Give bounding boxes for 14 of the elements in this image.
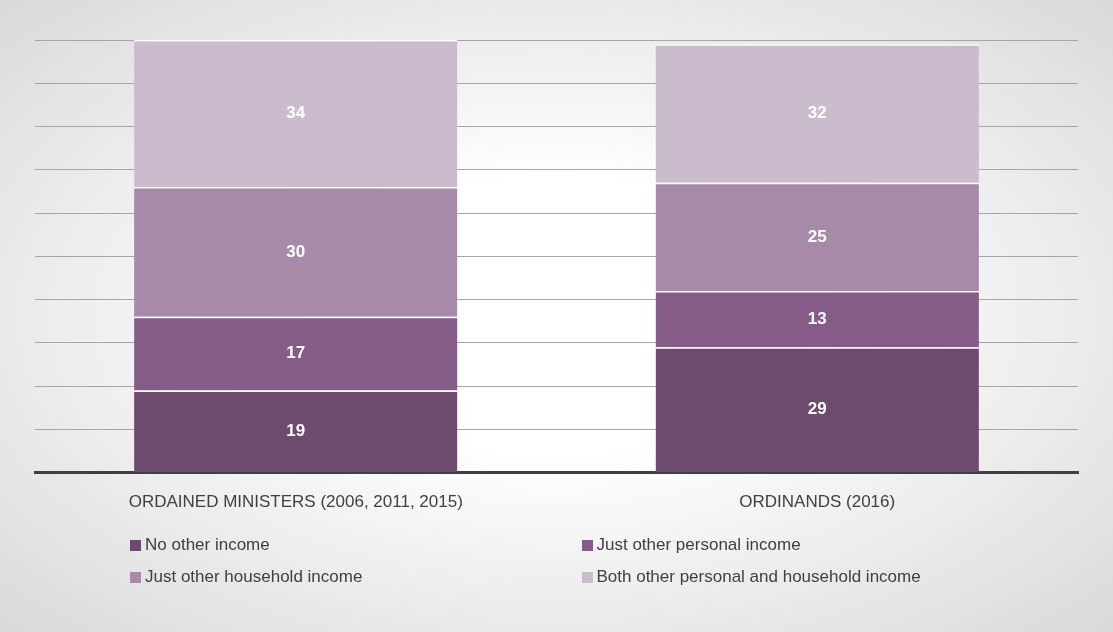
data-label: 13 bbox=[807, 308, 827, 328]
data-label: 34 bbox=[286, 103, 306, 123]
x-tick-label: ORDAINED MINISTERS (2006, 2011, 2015) bbox=[128, 492, 463, 512]
legend-label: No other income bbox=[145, 535, 270, 555]
x-tick-label: ORDINANDS (2016) bbox=[739, 492, 896, 512]
data-label: 17 bbox=[286, 343, 306, 363]
legend-label: Just other household income bbox=[145, 567, 363, 587]
legend-label: Both other personal and household income bbox=[596, 567, 921, 587]
legend-label: Just other personal income bbox=[596, 535, 801, 555]
data-label: 32 bbox=[807, 103, 827, 123]
data-label: 29 bbox=[807, 399, 827, 419]
data-label: 19 bbox=[286, 420, 306, 440]
data-label: 25 bbox=[807, 226, 827, 246]
data-label: 30 bbox=[286, 241, 306, 261]
